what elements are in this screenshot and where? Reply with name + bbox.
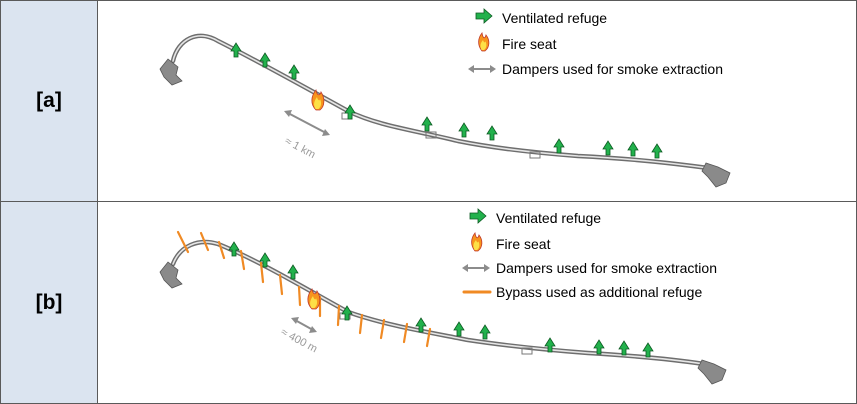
green-arrow-icon xyxy=(479,324,491,340)
panel-b-diagram: ≈ 400 m Ventilated refuge Fire seat xyxy=(159,208,727,385)
station-marker xyxy=(425,131,437,139)
legend-refuge-text: Ventilated refuge xyxy=(502,10,607,26)
green-arrow-icon xyxy=(486,125,498,141)
bypass-line-icon xyxy=(336,304,341,327)
green-arrow-icon xyxy=(344,104,356,120)
fire-icon xyxy=(478,32,490,52)
bypass-line-icon xyxy=(425,327,432,348)
green-arrow-icon xyxy=(288,64,300,80)
tunnel-line xyxy=(170,239,707,367)
green-arrow-icon xyxy=(341,305,353,321)
green-arrow-icon xyxy=(593,339,605,355)
green-arrow-icon xyxy=(618,340,630,356)
green-arrow-icon xyxy=(230,42,242,58)
bypass-line-icon xyxy=(358,313,364,335)
bypass-markers xyxy=(176,230,432,348)
double-arrow-icon xyxy=(462,264,490,272)
green-arrow-icon xyxy=(415,317,427,333)
green-arrow-icon xyxy=(469,208,487,224)
bypass-line-icon xyxy=(379,318,386,340)
green-arrow-icon xyxy=(228,241,240,257)
green-arrow-icon xyxy=(602,140,614,156)
green-arrow-icon xyxy=(642,342,654,358)
legend-bypass-text: Bypass used as additional refuge xyxy=(496,284,702,300)
green-arrow-icon xyxy=(627,141,639,157)
green-arrow-icon xyxy=(421,116,433,132)
portal-east-icon xyxy=(701,162,731,188)
bypass-line-icon xyxy=(259,261,265,284)
panel-b-content: ≈ 400 m Ventilated refuge Fire seat xyxy=(98,202,856,403)
fire-icon xyxy=(471,232,483,252)
bypass-line-icon xyxy=(402,322,409,344)
legend-fire-text: Fire seat xyxy=(496,236,551,252)
green-arrow-icon xyxy=(475,8,493,24)
station-marker xyxy=(529,151,541,159)
fire-icon xyxy=(311,89,325,111)
panel-a-diagram: ≈ 1 km Ventilated refuge Fire seat xyxy=(159,8,731,188)
bypass-line-icon xyxy=(217,240,226,260)
green-arrow-icon xyxy=(553,138,565,154)
panel-b-label-cell: [b] xyxy=(1,202,98,403)
legend: Ventilated refuge Fire seat Dampers used… xyxy=(468,8,723,77)
bypass-line-icon xyxy=(239,249,246,271)
bypass-line-icon xyxy=(297,285,302,307)
refuge-markers xyxy=(228,241,654,358)
panel-a-label: [a] xyxy=(36,89,62,112)
tunnel-line xyxy=(170,33,711,171)
green-arrow-icon xyxy=(259,52,271,68)
bypass-line-icon xyxy=(176,230,190,254)
panel-a-label-cell: [a] xyxy=(1,1,98,201)
panel-a: [a] xyxy=(1,1,856,202)
portal-west-icon xyxy=(159,261,183,289)
double-arrow-icon xyxy=(291,317,317,333)
portal-west-icon xyxy=(159,58,183,86)
panel-b: [b] xyxy=(1,202,856,403)
green-arrow-icon xyxy=(287,264,299,280)
green-arrow-icon xyxy=(259,252,271,268)
green-arrow-icon xyxy=(651,143,663,159)
legend: Ventilated refuge Fire seat Dampers used… xyxy=(462,208,717,300)
panel-a-content: ≈ 1 km Ventilated refuge Fire seat xyxy=(98,1,856,201)
legend-refuge-text: Ventilated refuge xyxy=(496,210,601,226)
bypass-line-icon xyxy=(278,273,284,296)
distance-label: ≈ 1 km xyxy=(283,135,318,161)
green-arrow-icon xyxy=(458,122,470,138)
green-arrow-icon xyxy=(453,321,465,337)
legend-dampers-text: Dampers used for smoke extraction xyxy=(496,260,717,276)
double-arrow-icon xyxy=(468,65,496,73)
panel-b-label: [b] xyxy=(35,290,63,314)
legend-fire-text: Fire seat xyxy=(502,36,557,52)
fire-icon xyxy=(307,288,321,310)
legend-dampers-text: Dampers used for smoke extraction xyxy=(502,61,723,77)
green-arrow-icon xyxy=(544,337,556,353)
double-arrow-icon xyxy=(284,110,330,136)
refuge-markers xyxy=(230,42,663,159)
station-marker xyxy=(521,347,533,355)
bypass-line-icon xyxy=(199,231,210,252)
portal-east-icon xyxy=(697,359,727,385)
